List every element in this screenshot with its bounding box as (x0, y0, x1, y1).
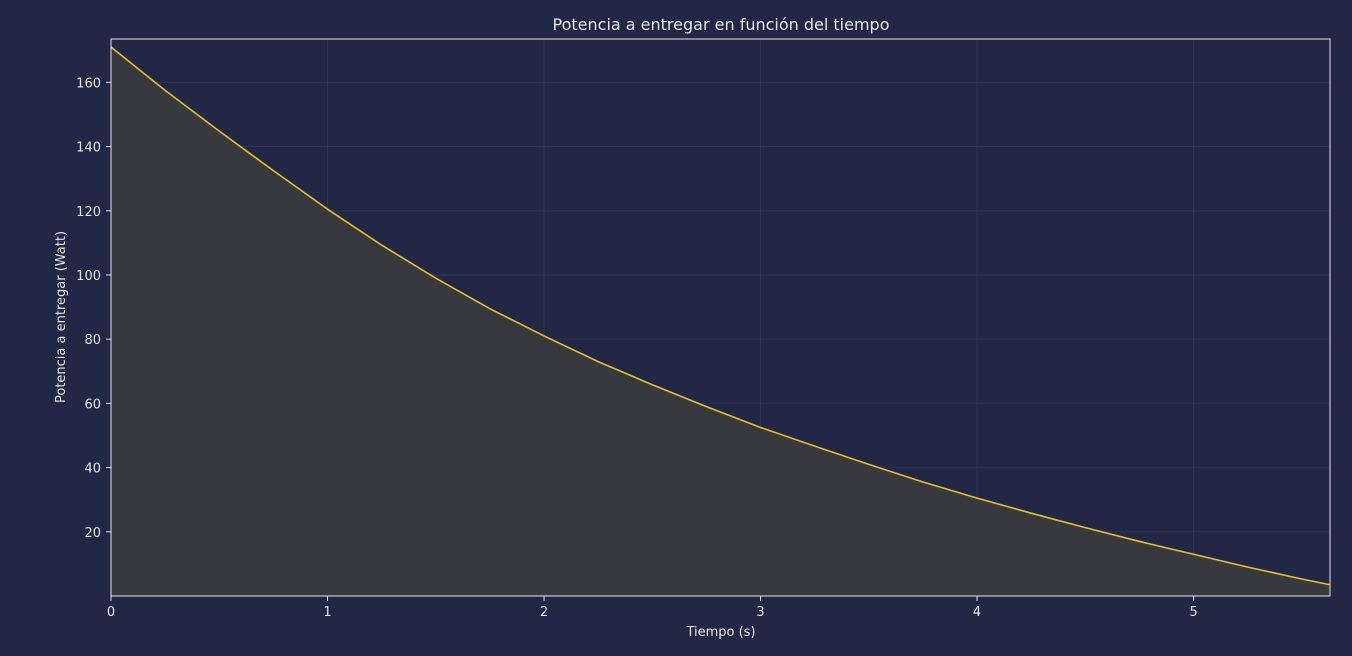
y-tick-label: 40 (84, 462, 101, 477)
y-axis: 20 40 60 80 100 120 140 160 (76, 76, 111, 541)
chart-title: Potencia a entregar en función del tiemp… (553, 15, 890, 34)
x-tick-label: 2 (540, 605, 548, 620)
y-tick-label: 140 (76, 141, 101, 156)
y-axis-label: Potencia a entregar (Watt) (54, 231, 69, 403)
series-line (110, 46, 1331, 586)
y-tick-label: 100 (76, 269, 101, 284)
x-tick-label: 0 (107, 605, 115, 620)
plot-frame (110, 38, 1331, 597)
area-fill (111, 47, 1330, 596)
x-tick-label: 4 (973, 605, 981, 620)
x-tick-label: 5 (1189, 605, 1197, 620)
x-axis: 0 1 2 3 4 5 (107, 596, 1198, 620)
x-tick-label: 1 (323, 605, 331, 620)
y-tick-label: 60 (84, 397, 101, 412)
y-tick-label: 80 (84, 333, 101, 348)
y-tick-label: 160 (76, 76, 101, 91)
x-tick-label: 3 (756, 605, 764, 620)
y-tick-label: 120 (76, 205, 101, 220)
x-axis-label: Tiempo (s) (685, 625, 755, 640)
y-tick-label: 20 (84, 526, 101, 541)
